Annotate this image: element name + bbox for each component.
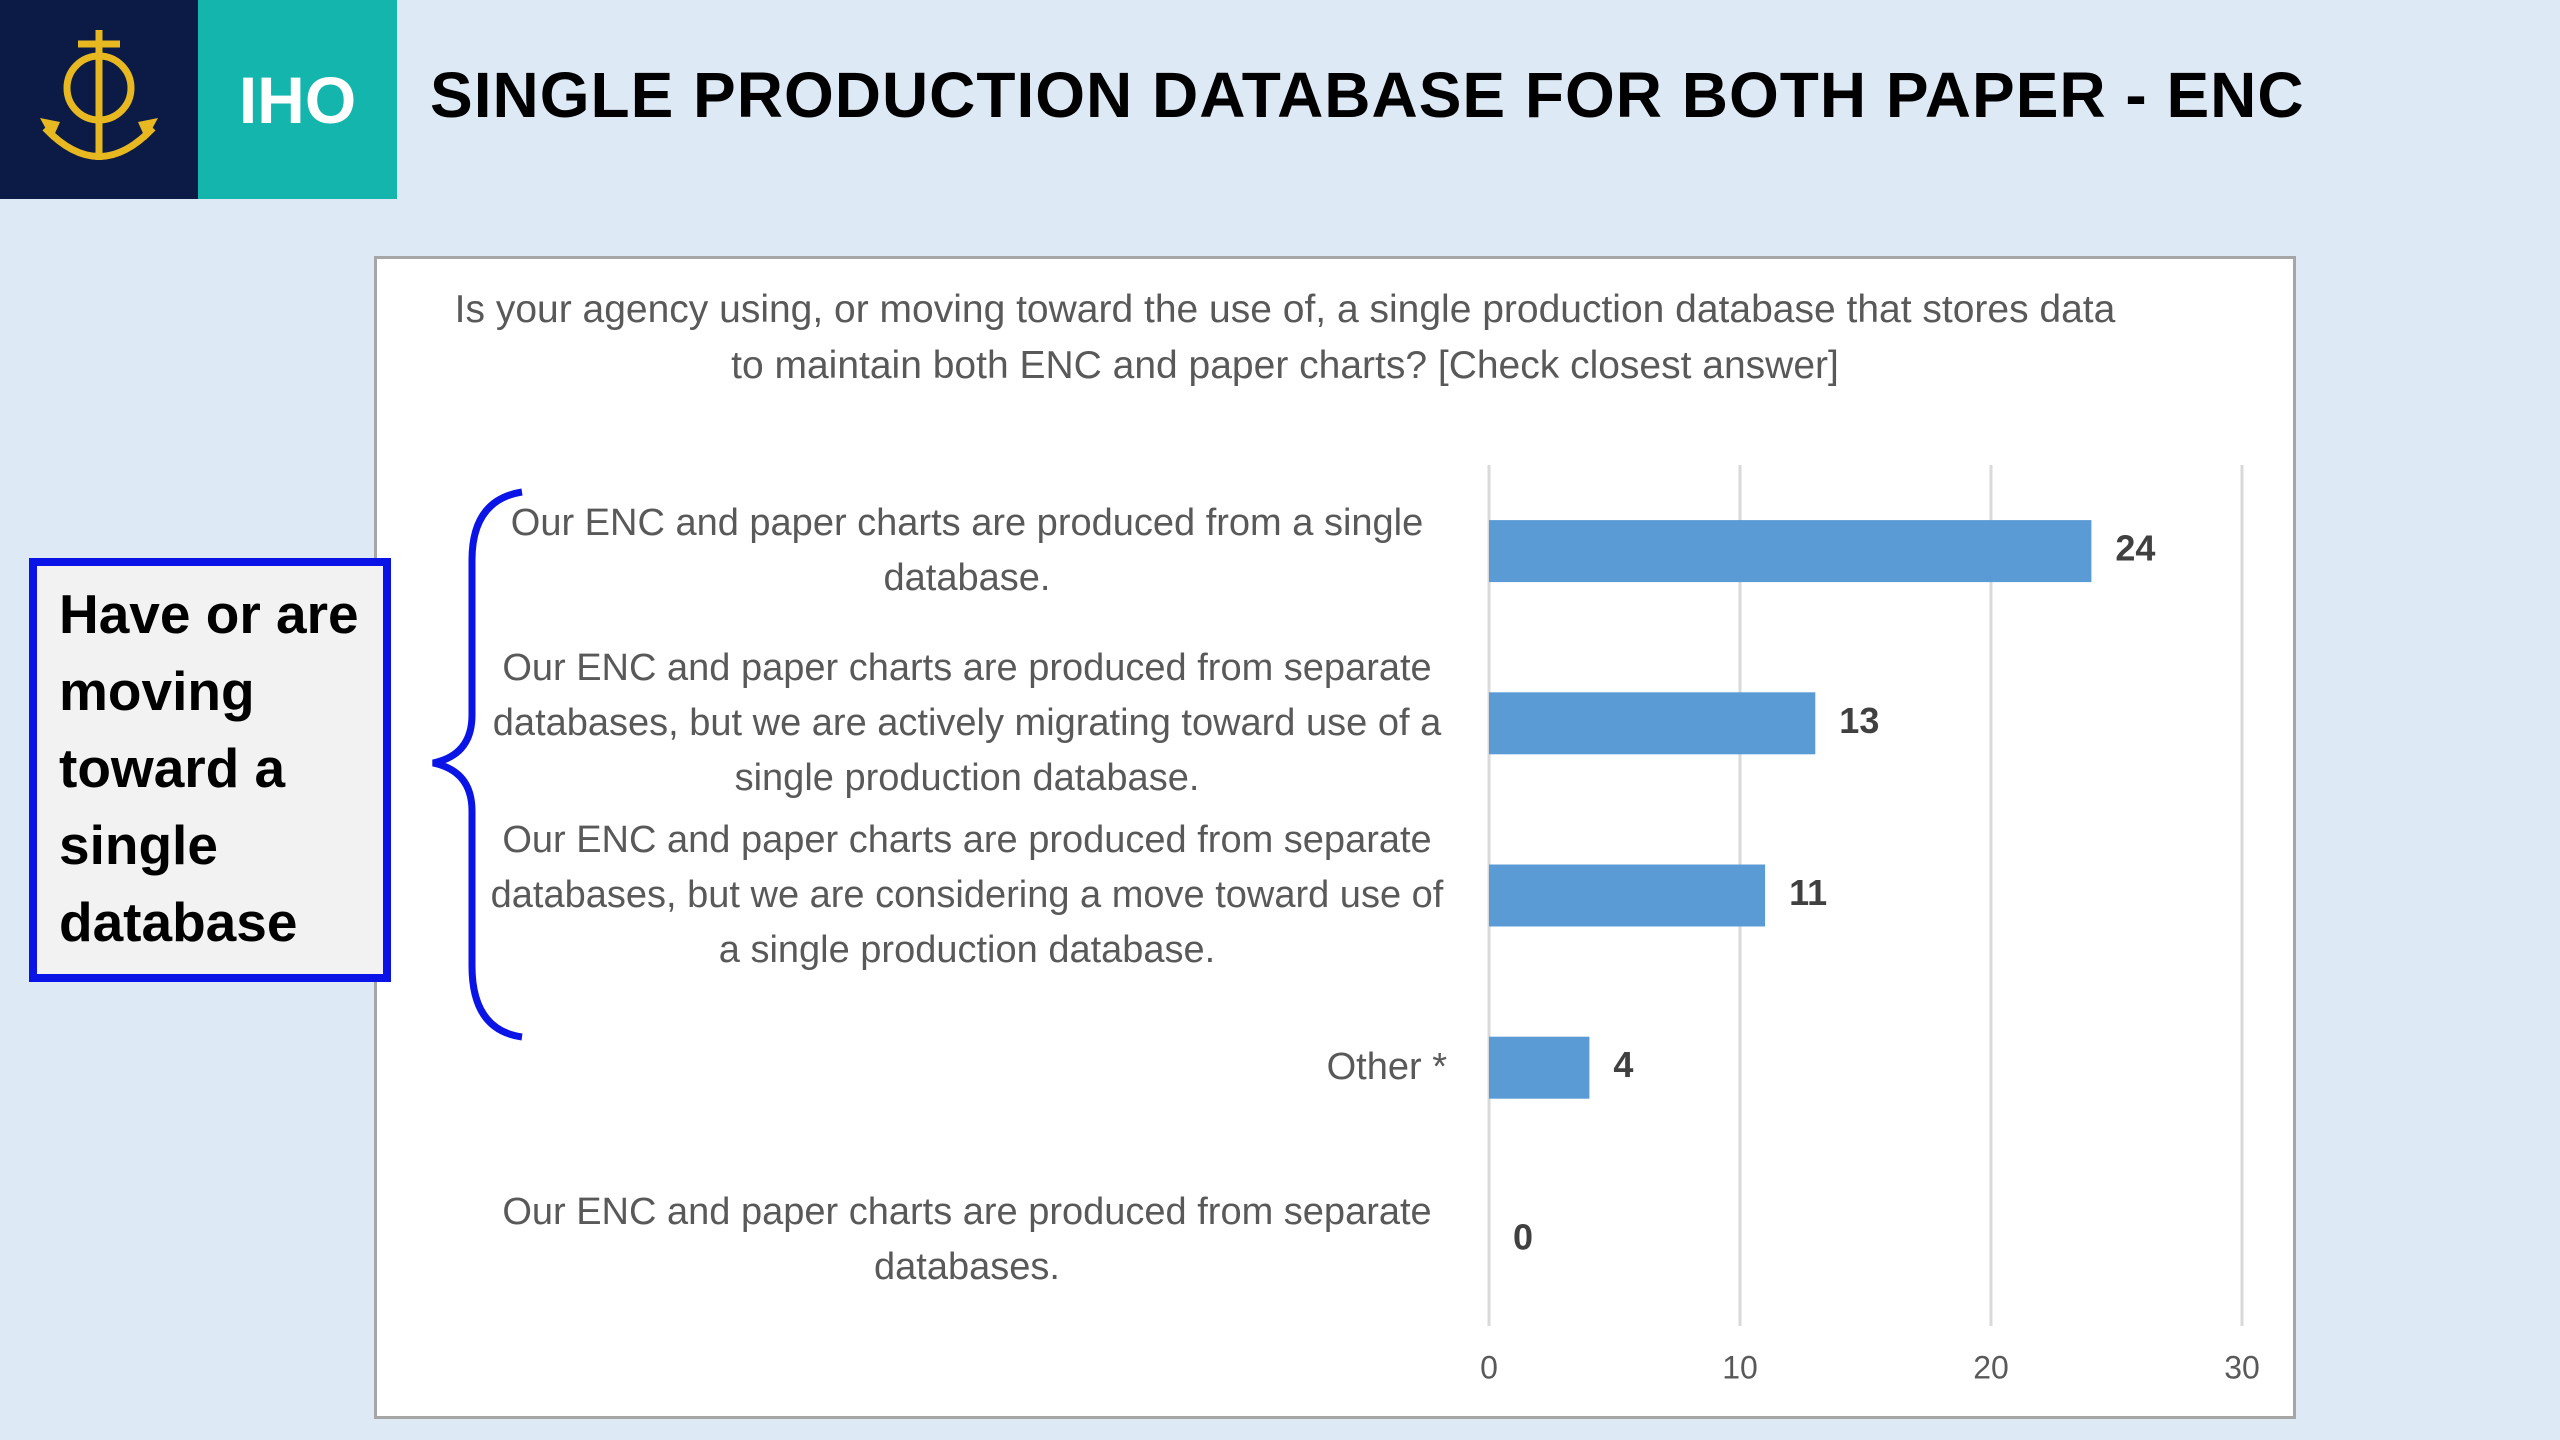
brace [432, 488, 523, 1041]
y-tick-label: Other * [1326, 1046, 1447, 1089]
data-label: 4 [1613, 1044, 1633, 1085]
bar [1489, 520, 2092, 583]
slide-title: SINGLE PRODUCTION DATABASE FOR BOTH PAPE… [430, 59, 2305, 131]
logo-emblem [40, 30, 158, 160]
x-tick-label: 20 [1973, 1349, 2009, 1385]
x-tick-label: 0 [1480, 1349, 1498, 1385]
category-label-box: Our ENC and paper charts are produced fr… [480, 465, 1447, 637]
bar [1489, 864, 1766, 927]
category-label-box: Our ENC and paper charts are produced fr… [480, 637, 1447, 809]
y-tick-label: Our ENC and paper charts are produced fr… [490, 818, 1444, 971]
logo-text: IHO [198, 0, 397, 199]
data-label: 13 [1839, 700, 1879, 741]
category-label-box: Our ENC and paper charts are produced fr… [480, 809, 1447, 981]
category-label-box: Our ENC and paper charts are produced fr… [480, 1154, 1447, 1326]
x-tick-label: 30 [2224, 1349, 2260, 1385]
x-tick-label: 10 [1722, 1349, 1758, 1385]
data-label: 11 [1789, 872, 1827, 913]
annotation: Have or are moving toward a single datab… [29, 558, 391, 982]
bar [1489, 692, 1816, 755]
chart-panel [374, 256, 2296, 1419]
chart-title: Is your agency using, or moving toward t… [454, 288, 2116, 387]
y-tick-label: Our ENC and paper charts are produced fr… [492, 646, 1442, 799]
data-label: 0 [1513, 1216, 1533, 1257]
y-tick-label: Our ENC and paper charts are produced fr… [510, 502, 1424, 600]
y-tick-label: Our ENC and paper charts are produced fr… [502, 1190, 1432, 1288]
data-label: 24 [2115, 528, 2155, 569]
category-label-box: Other * [480, 982, 1447, 1154]
logo [0, 0, 198, 199]
bar [1489, 1036, 1590, 1099]
